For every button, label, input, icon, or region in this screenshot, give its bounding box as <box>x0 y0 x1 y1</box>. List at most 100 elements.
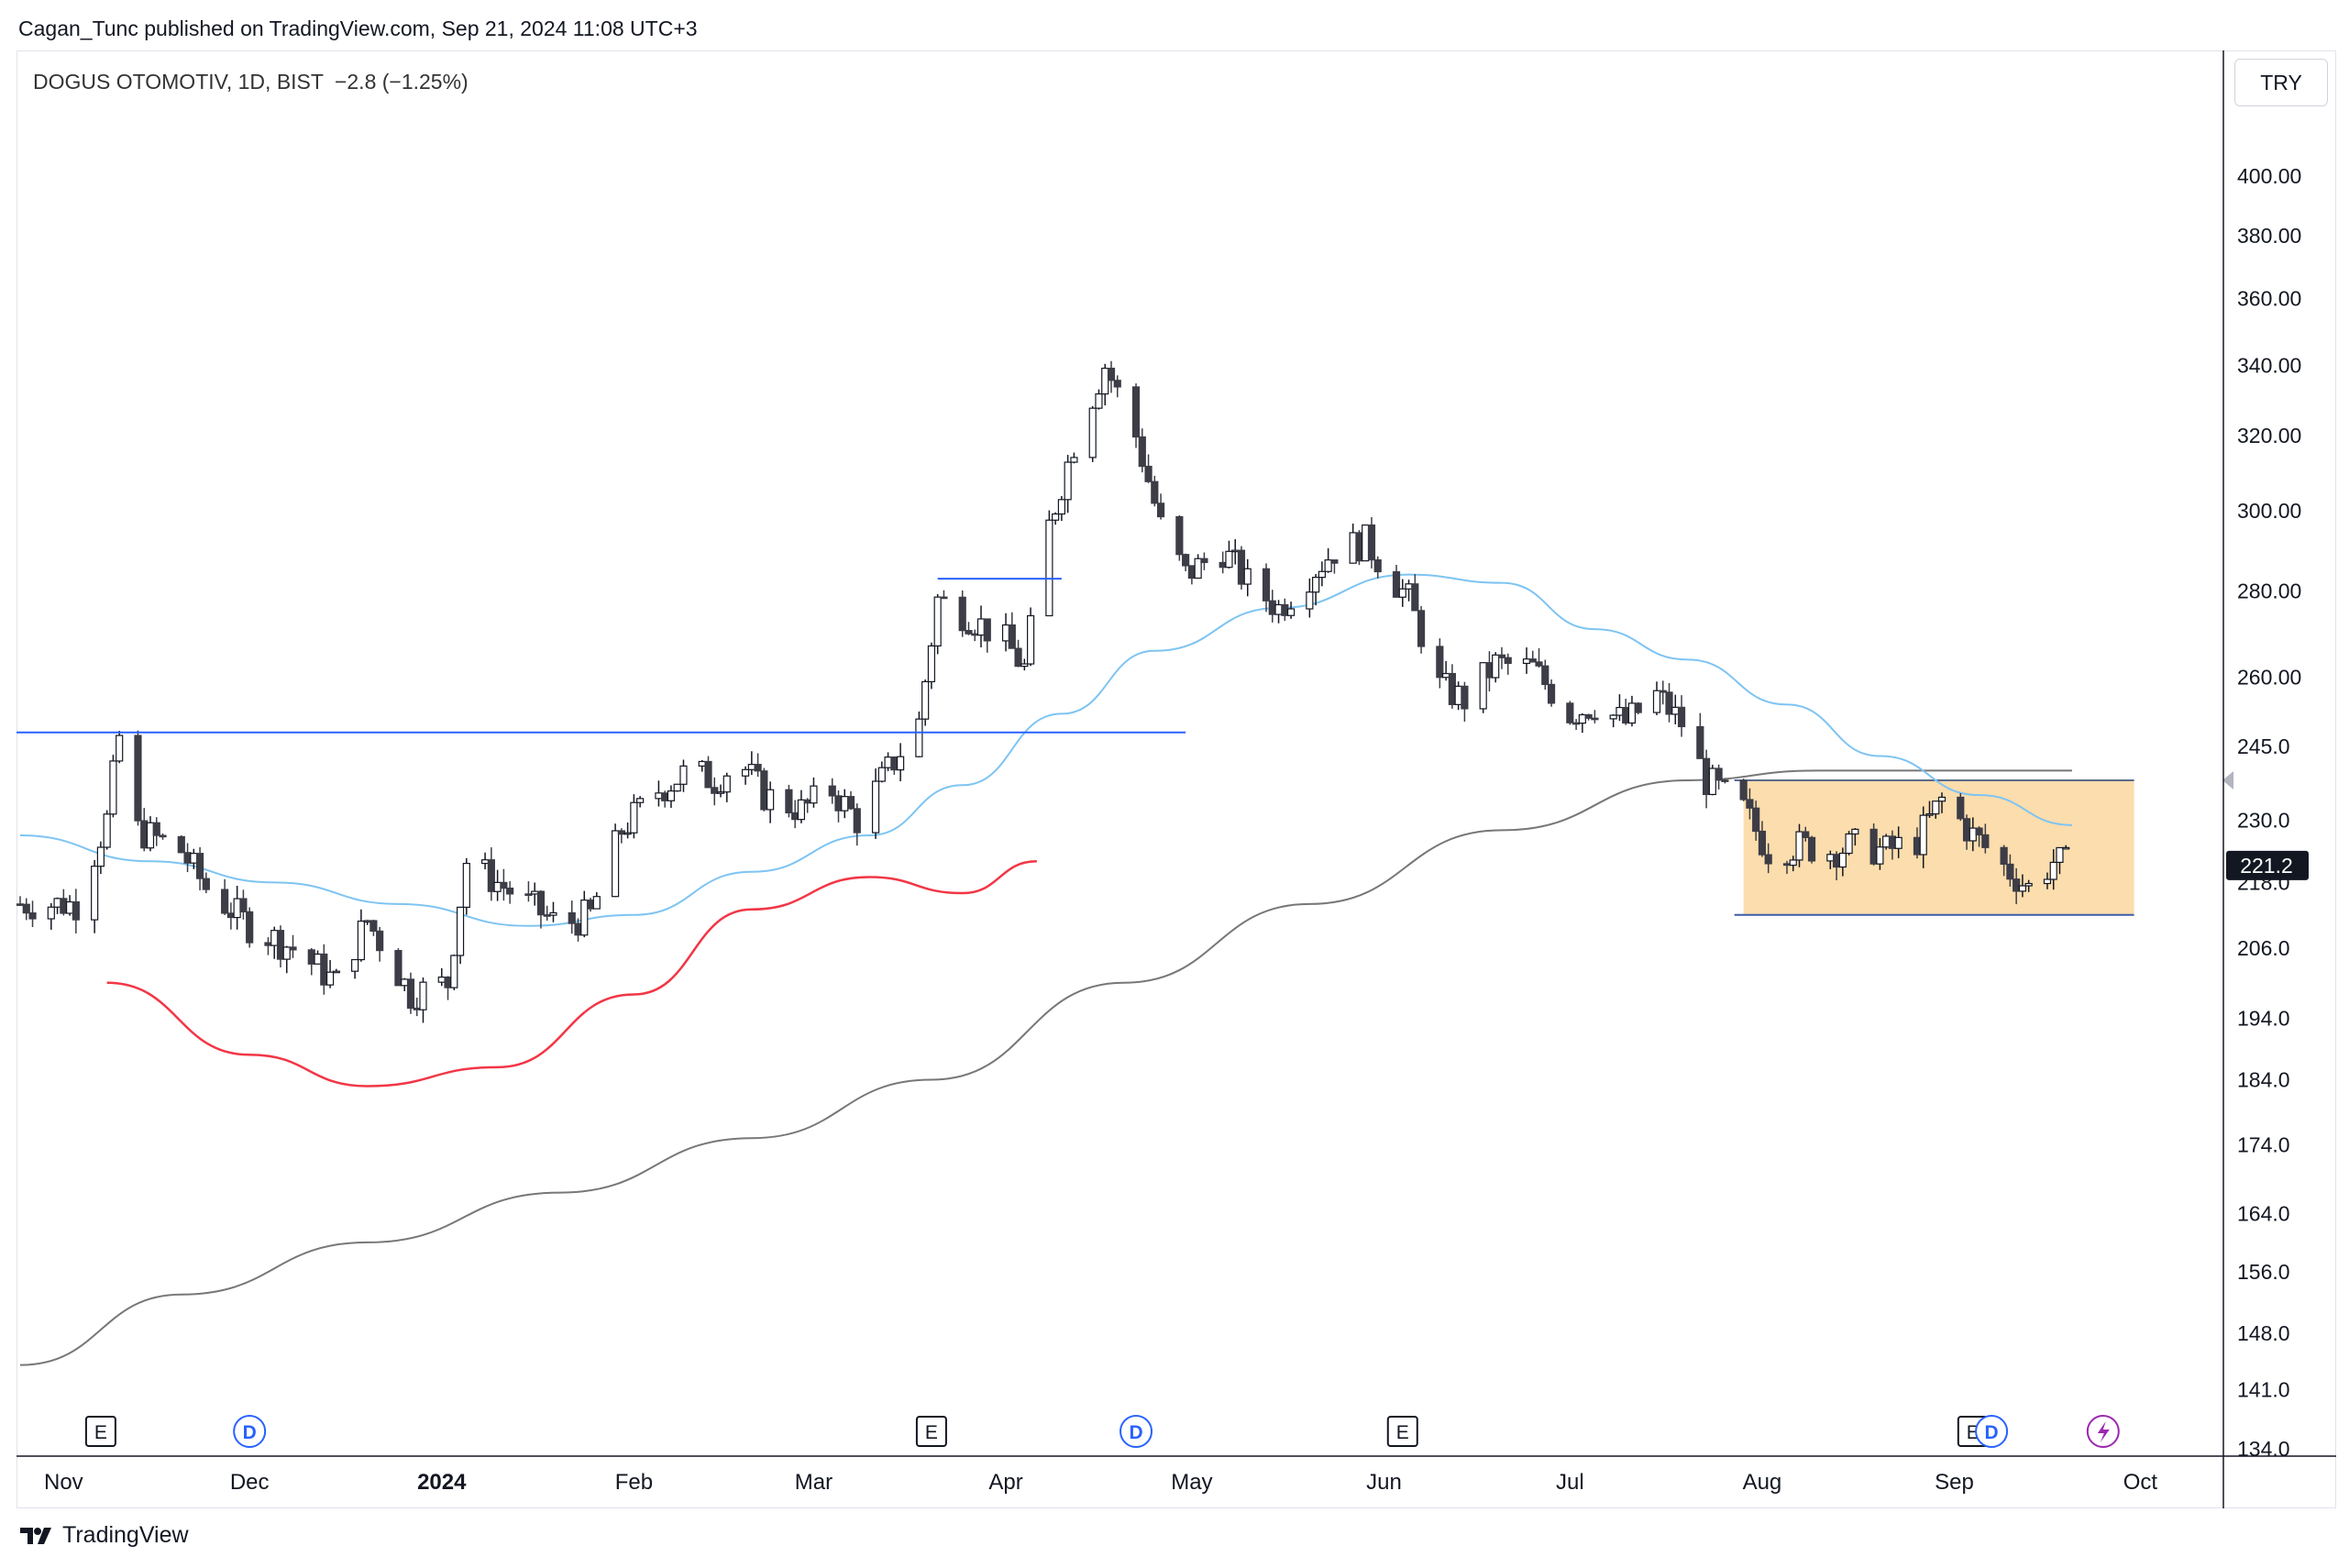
candle <box>450 954 458 990</box>
earnings-marker-icon[interactable]: E <box>915 1416 947 1447</box>
candle-body <box>698 760 706 767</box>
x-tick-label: Jun <box>1366 1470 1402 1495</box>
currency-button[interactable]: TRY <box>2234 59 2328 106</box>
candle-body <box>846 796 855 810</box>
y-tick-label: 164.0 <box>2237 1202 2290 1226</box>
candle-body <box>456 906 465 956</box>
candle <box>1330 559 1339 574</box>
price-scale-arrow-icon <box>2222 770 2233 790</box>
candle-body <box>747 764 755 770</box>
x-tick-label: Aug <box>1743 1470 1782 1495</box>
candle-body <box>1659 690 1667 693</box>
candle <box>1156 493 1165 520</box>
candle <box>1175 514 1184 561</box>
candle-body <box>1355 532 1363 562</box>
earnings-marker-icon[interactable]: E <box>1386 1416 1418 1447</box>
candle <box>785 784 793 818</box>
candle-body <box>1869 828 1878 865</box>
candle-body <box>177 835 185 854</box>
dividend-marker-icon[interactable]: D <box>233 1415 267 1448</box>
candle-body <box>332 970 340 974</box>
candle-body <box>116 734 124 762</box>
candle <box>1442 660 1450 681</box>
candle-body <box>2018 885 2027 892</box>
candle <box>500 868 508 901</box>
brand-footer[interactable]: TradingView <box>18 1522 189 1549</box>
candle <box>580 890 589 938</box>
candle <box>1454 681 1462 711</box>
candle-body <box>1677 706 1686 728</box>
candle <box>1144 454 1152 483</box>
x-tick-label: Apr <box>988 1470 1022 1495</box>
candle <box>1715 764 1723 790</box>
drawings: 221.2 <box>17 578 2309 880</box>
candle <box>1131 383 1141 448</box>
dividend-marker-icon[interactable]: D <box>1975 1415 2009 1448</box>
range-box-layer <box>1734 778 2134 916</box>
candle-body <box>1826 854 1835 862</box>
earnings-marker-icon[interactable]: E <box>84 1416 116 1447</box>
candle-body <box>134 734 142 822</box>
candle <box>1702 749 1711 809</box>
candle-body <box>1286 608 1296 616</box>
candle <box>183 843 192 873</box>
candle <box>53 897 61 914</box>
candle <box>1739 778 1748 801</box>
candle-body <box>1095 393 1103 409</box>
candle <box>134 730 142 826</box>
candle-body <box>1442 672 1450 679</box>
candle-body <box>2000 846 2008 866</box>
candle <box>1001 613 1010 652</box>
split-marker-icon[interactable] <box>2086 1415 2120 1448</box>
candle-body <box>636 798 645 803</box>
candle-body <box>487 859 495 892</box>
candle <box>28 900 37 928</box>
candle <box>282 945 291 974</box>
candle-body <box>1622 706 1630 724</box>
candle-body <box>195 853 204 879</box>
candle <box>661 790 669 808</box>
candle-body <box>103 813 111 848</box>
candle-body <box>1802 831 1810 838</box>
chart-area[interactable] <box>17 50 2336 1508</box>
dividend-letter: D <box>1129 1422 1142 1443</box>
candle <box>655 780 663 807</box>
candle <box>1504 653 1512 675</box>
candle-body <box>1417 610 1426 647</box>
candle <box>1306 578 1314 618</box>
candle-body <box>679 765 688 785</box>
candle <box>65 895 74 916</box>
x-tick-label: Dec <box>230 1470 270 1495</box>
candle-body <box>722 775 731 793</box>
candle <box>152 817 160 846</box>
candle-body <box>711 787 719 794</box>
candle-body <box>226 912 235 919</box>
candle-body <box>53 898 61 908</box>
candle-body <box>1609 714 1617 720</box>
candle-body <box>810 785 818 804</box>
candle-body <box>1243 568 1252 585</box>
candle-body <box>1782 863 1792 867</box>
candle-body <box>72 900 80 921</box>
candle <box>1355 530 1363 566</box>
dividend-marker-icon[interactable]: D <box>1119 1415 1153 1448</box>
candle <box>314 950 322 965</box>
candle-body <box>1578 713 1586 724</box>
candle <box>2006 854 2014 887</box>
candle-body <box>1925 813 1934 816</box>
candle-body <box>1107 367 1116 381</box>
candle-body <box>1547 683 1556 704</box>
candle <box>1925 801 1934 818</box>
candle <box>1200 552 1208 570</box>
candle <box>1095 389 1103 410</box>
candle-body <box>1392 570 1401 598</box>
candle-body <box>1113 380 1121 388</box>
candle-body <box>921 680 930 720</box>
candle-body <box>1362 524 1370 562</box>
candle <box>2056 846 2064 875</box>
candle <box>1616 694 1624 722</box>
candle-body <box>233 898 241 919</box>
candle <box>363 920 371 925</box>
y-tick-label: 141.0 <box>2237 1377 2290 1401</box>
